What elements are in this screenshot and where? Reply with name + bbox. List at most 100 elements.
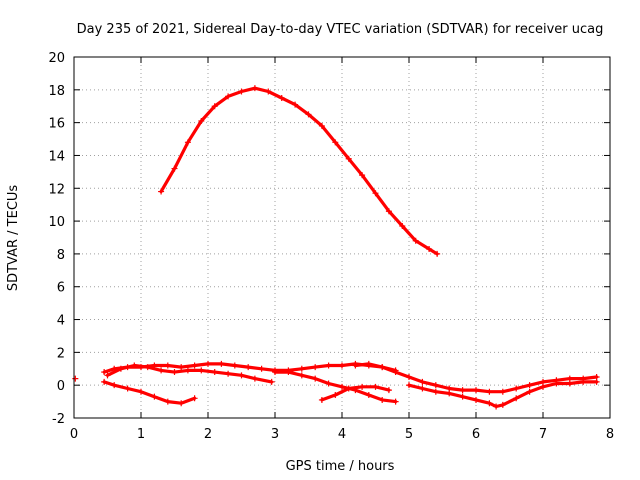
axis-ticks (73, 56, 611, 419)
data-point (499, 401, 506, 408)
y-tick-label: -2 (52, 412, 65, 427)
data-point (312, 364, 319, 371)
data-point (251, 375, 258, 382)
data-point (513, 385, 520, 392)
data-point (184, 139, 191, 146)
data-point (486, 388, 493, 395)
data-point (101, 378, 108, 385)
data-point (318, 122, 325, 129)
data-point (285, 369, 292, 376)
data-point (111, 382, 118, 389)
data-point (426, 245, 433, 252)
x-tick-labels: 0 1 2 3 4 5 6 7 8 (70, 427, 614, 442)
data-point (379, 364, 386, 371)
data-point (419, 378, 426, 385)
data-point (432, 382, 439, 389)
data-point (225, 370, 232, 377)
y-tick-label: 0 (57, 379, 65, 394)
data-point (325, 380, 332, 387)
data-point (272, 369, 278, 376)
data-point (412, 237, 419, 244)
data-point (359, 383, 366, 390)
data-point (138, 388, 144, 395)
y-tick-label: 12 (48, 182, 65, 197)
data-point (104, 372, 111, 379)
data-point (493, 403, 500, 410)
data-point (198, 367, 205, 374)
data-point (124, 385, 131, 392)
y-axis-label: SDTVAR / TECUs (6, 185, 21, 292)
x-axis-label: GPS time / hours (286, 459, 395, 474)
x-tick-label: 0 (70, 427, 78, 442)
y-tick-label: 8 (57, 248, 65, 263)
y-tick-label: 6 (57, 281, 65, 296)
data-point (164, 362, 171, 369)
data-point (245, 364, 252, 371)
data-point (225, 93, 232, 100)
data-point (211, 369, 218, 376)
data-point (345, 385, 352, 392)
y-tick-label: 20 (48, 51, 65, 66)
data-point (164, 398, 171, 405)
data-point (339, 362, 345, 369)
data-point (292, 101, 299, 108)
data-point (379, 396, 386, 403)
y-tick-label: 2 (57, 346, 65, 361)
data-point (365, 392, 372, 399)
data-point (278, 95, 285, 102)
data-point (459, 387, 466, 394)
data-point (191, 395, 198, 402)
data-point (305, 111, 312, 118)
data-point (151, 393, 158, 400)
data-point (72, 375, 79, 382)
y-tick-labels: -2 0 2 4 6 8 10 12 14 16 18 20 (48, 51, 65, 427)
data-point (238, 88, 245, 95)
data-point (406, 382, 412, 389)
data-point (238, 372, 245, 379)
data-point (580, 378, 587, 385)
data-point (198, 117, 205, 124)
data-point (325, 362, 332, 369)
x-tick-label: 6 (472, 427, 480, 442)
data-point (318, 396, 325, 403)
data-point (566, 380, 573, 387)
data-point (352, 362, 359, 369)
data-point (385, 387, 392, 394)
x-tick-label: 8 (606, 427, 614, 442)
series-low-g (407, 380, 599, 409)
y-tick-label: 18 (48, 84, 65, 99)
data-point (332, 392, 339, 399)
data-point (218, 360, 225, 367)
data-point (312, 375, 319, 382)
data-point (258, 365, 265, 372)
data-point (553, 380, 560, 387)
data-point (419, 385, 426, 392)
data-series (72, 85, 600, 410)
data-point (117, 365, 124, 372)
data-point (251, 85, 258, 92)
data-point (144, 364, 151, 371)
data-point (446, 390, 453, 397)
data-point (372, 383, 379, 390)
data-point (513, 395, 520, 402)
data-point (178, 364, 185, 371)
data-point (593, 378, 600, 385)
data-point (526, 382, 533, 389)
grid-lines (74, 57, 610, 418)
data-point (339, 383, 345, 390)
data-point (385, 208, 392, 215)
data-point (499, 388, 506, 395)
y-tick-label: 10 (48, 215, 65, 230)
data-point (540, 383, 546, 390)
data-point (392, 398, 399, 405)
y-tick-label: 16 (48, 117, 65, 132)
data-point (432, 388, 439, 395)
x-tick-label: 5 (405, 427, 413, 442)
data-point (392, 369, 399, 376)
y-tick-label: 4 (57, 314, 65, 329)
data-point (406, 373, 412, 380)
data-point (359, 172, 366, 179)
data-point (158, 367, 165, 374)
data-point (268, 378, 275, 385)
